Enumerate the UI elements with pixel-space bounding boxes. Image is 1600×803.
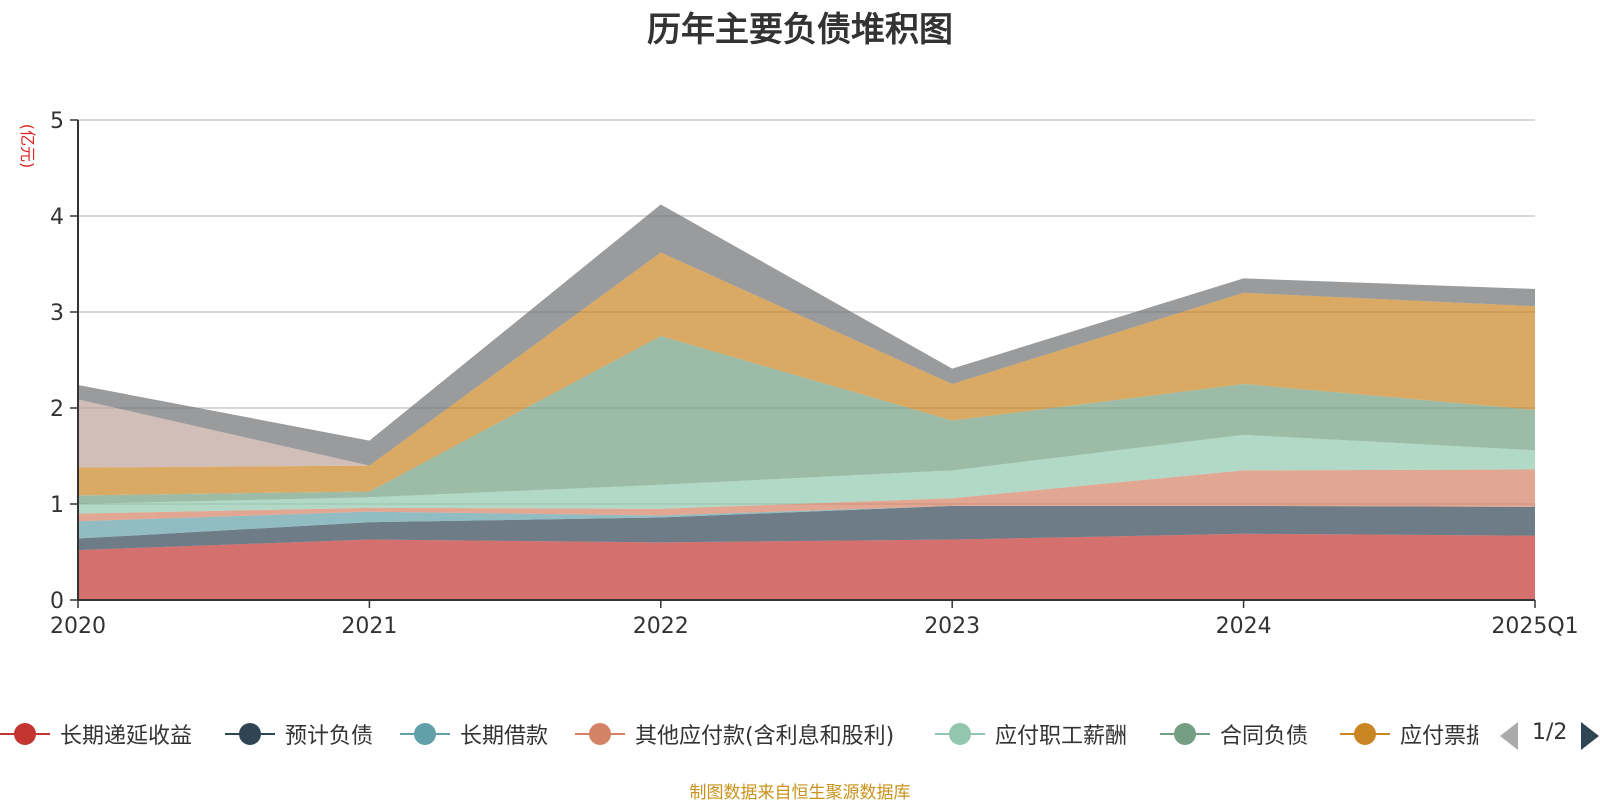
- area-series-6: [78, 252, 1535, 496]
- area-series-1: [78, 505, 1535, 551]
- legend-marker-icon: [225, 712, 275, 756]
- legend-marker-icon: [400, 712, 450, 756]
- y-tick-label: 0: [50, 589, 64, 614]
- area-series-2: [78, 505, 1535, 539]
- y-tick-label: 2: [50, 397, 64, 422]
- y-tick-label: 5: [50, 109, 64, 134]
- legend-label: 长期借款: [460, 724, 549, 749]
- legend-label: 长期递延收益: [60, 724, 193, 749]
- legend-label: 合同负债: [1220, 724, 1309, 749]
- legend-label: 应付职工薪酬: [995, 724, 1128, 749]
- area-series-0: [78, 533, 1535, 600]
- x-tick-label: 2021: [341, 614, 397, 639]
- legend-label: 应付票据: [1400, 724, 1478, 749]
- legend-item[interactable]: 长期递延收益: [0, 712, 192, 756]
- y-tick-label: 1: [50, 493, 64, 518]
- axes: [70, 119, 1536, 608]
- legend-item[interactable]: 预计负债: [225, 712, 373, 756]
- legend-marker-icon: [935, 712, 985, 756]
- legend-page-indicator: 1/2: [1532, 720, 1568, 745]
- area-series: [78, 204, 1535, 600]
- legend-item[interactable]: 应付票据: [1340, 712, 1478, 756]
- area-series-4: [78, 434, 1535, 514]
- area-series-8: [78, 204, 1535, 466]
- legend-item[interactable]: 其他应付款(含利息和股利): [575, 712, 894, 756]
- legend-item[interactable]: 长期借款: [400, 712, 548, 756]
- legend-item[interactable]: 应付职工薪酬: [935, 712, 1127, 756]
- x-tick-label: 2022: [633, 614, 689, 639]
- x-tick-label: 2020: [50, 614, 106, 639]
- x-tick-label: 2024: [1216, 614, 1272, 639]
- legend-prev-page-icon[interactable]: [1500, 722, 1518, 750]
- source-note: 制图数据来自恒生聚源数据库: [689, 783, 911, 803]
- legend-next-page-icon[interactable]: [1581, 722, 1599, 750]
- x-tick-label: 2023: [924, 614, 980, 639]
- x-tick-label: 2025Q1: [1491, 614, 1578, 639]
- legend: 长期递延收益 预计负债 长期借款 其他应付款(含利息和股利) 应付职工薪酬 合同负债 应付票…: [0, 712, 1600, 756]
- legend-marker-icon: [0, 712, 50, 756]
- y-unit-label: (亿元): [18, 124, 37, 169]
- area-series-7: [78, 252, 1535, 468]
- y-tick-label: 4: [50, 205, 64, 230]
- chart-title: 历年主要负债堆积图: [647, 10, 953, 50]
- legend-label: 其他应付款(含利息和股利): [635, 724, 895, 749]
- area-series-5: [78, 336, 1535, 504]
- y-tick-label: 3: [50, 301, 64, 326]
- legend-marker-icon: [1160, 712, 1210, 756]
- legend-item[interactable]: 合同负债: [1160, 712, 1308, 756]
- legend-marker-icon: [575, 712, 625, 756]
- legend-items: 长期递延收益 预计负债 长期借款 其他应付款(含利息和股利) 应付职工薪酬 合同负债 应付票…: [0, 712, 1478, 756]
- legend-marker-icon: [1340, 712, 1390, 756]
- area-series-3: [78, 469, 1535, 522]
- legend-label: 预计负债: [285, 724, 374, 749]
- axis-labels: 0 1 2 3 4 5 2020 2021 2022 2023 2024 2025Q1 (亿元): [18, 109, 1579, 639]
